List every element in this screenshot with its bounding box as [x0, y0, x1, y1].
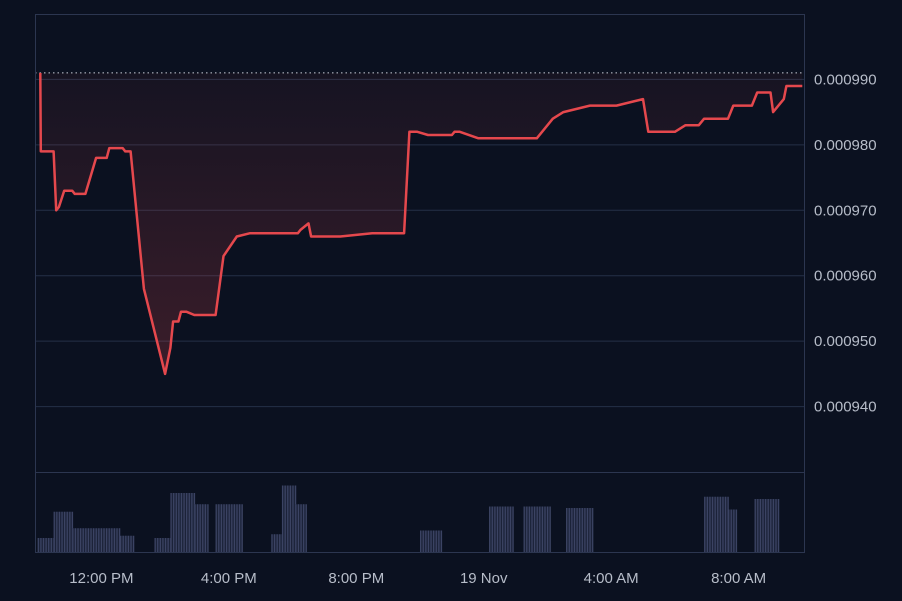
volume-bar: [170, 493, 196, 553]
x-tick-label: 4:00 PM: [201, 570, 257, 587]
y-axis: 0.000940 0.000950 0.000960 0.000970 0.000980…: [814, 71, 877, 415]
volume-bar: [295, 504, 307, 553]
volume-bar: [119, 535, 135, 553]
x-tick-label: 19 Nov: [460, 570, 508, 587]
volume-bar: [194, 504, 209, 553]
y-tick-label: 0.000940: [814, 399, 877, 416]
y-tick-label: 0.000980: [814, 137, 877, 154]
price-line[interactable]: [39, 72, 803, 376]
x-tick-label: 4:00 AM: [584, 570, 639, 587]
price-area-fill: [40, 72, 803, 374]
plot-frame: [35, 14, 805, 553]
volume-bar: [154, 538, 172, 553]
volume-bar: [728, 509, 738, 553]
volume-bar: [523, 506, 551, 553]
volume-bar: [704, 496, 729, 553]
volume-bar: [420, 530, 443, 553]
volume-bar: [53, 511, 74, 553]
volume-bar: [754, 499, 780, 553]
volume-bar: [566, 508, 594, 553]
x-tick-label: 8:00 PM: [328, 570, 384, 587]
volume-bar: [281, 485, 297, 553]
volume-bar: [489, 506, 514, 553]
x-tick-label: 12:00 PM: [69, 570, 133, 587]
volume-bar: [215, 504, 243, 553]
volume-bars: [37, 485, 780, 553]
y-tick-label: 0.000960: [814, 268, 877, 285]
x-tick-label: 8:00 AM: [711, 570, 766, 587]
volume-bar: [271, 534, 284, 553]
volume-bar: [72, 528, 121, 553]
y-tick-label: 0.000950: [814, 333, 877, 350]
volume-bar: [37, 538, 55, 553]
x-axis: 12:00 PM 4:00 PM 8:00 PM 19 Nov 4:00 AM 8:00 …: [69, 570, 766, 587]
y-tick-label: 0.000970: [814, 202, 877, 219]
y-tick-label: 0.000990: [814, 71, 877, 88]
